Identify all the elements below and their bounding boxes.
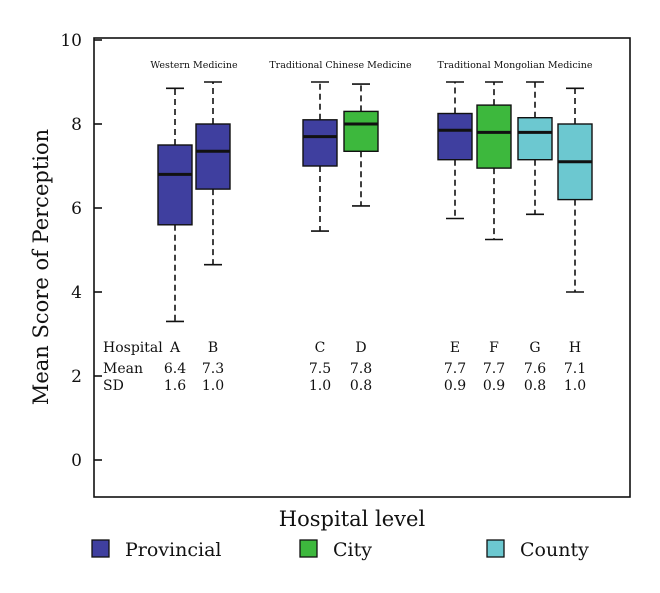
stats-hospital: A bbox=[169, 340, 181, 356]
legend-item-city: City bbox=[299, 539, 372, 561]
stats-hospital: C bbox=[315, 340, 326, 356]
legend-swatch bbox=[91, 539, 110, 558]
box-F bbox=[476, 81, 512, 241]
stats-mean: 7.5 bbox=[309, 361, 331, 377]
stats-sd: 0.9 bbox=[444, 378, 466, 394]
box-body bbox=[343, 110, 379, 153]
y-tick-label: 10 bbox=[60, 31, 82, 51]
group-label: Western Medicine bbox=[150, 60, 238, 71]
stats-mean: 7.7 bbox=[483, 361, 505, 377]
legend-label: County bbox=[520, 539, 589, 561]
box-body bbox=[517, 116, 553, 161]
legend-item-county: County bbox=[486, 539, 589, 561]
box-series bbox=[157, 81, 593, 323]
box-body bbox=[437, 112, 473, 161]
stats-mean: 7.7 bbox=[444, 361, 466, 377]
stats-hospital: F bbox=[489, 340, 499, 356]
box-E bbox=[437, 81, 473, 220]
legend-swatch bbox=[299, 539, 318, 558]
stats-sd: 1.0 bbox=[564, 378, 586, 394]
plot-frame bbox=[93, 37, 631, 498]
box-body bbox=[302, 119, 338, 167]
x-axis-title: Hospital level bbox=[279, 507, 426, 531]
legend-item-provincial: Provincial bbox=[91, 539, 221, 561]
stats-sd: 0.8 bbox=[350, 378, 372, 394]
stats-mean: 7.3 bbox=[202, 361, 224, 377]
box-D bbox=[343, 83, 379, 207]
group-labels: Western Medicine Traditional Chinese Medi… bbox=[150, 60, 592, 71]
legend-swatch bbox=[486, 539, 505, 558]
stats-hospital: E bbox=[450, 340, 460, 356]
legend-label: Provincial bbox=[125, 539, 221, 561]
stats-mean: 7.1 bbox=[564, 361, 586, 377]
box-body bbox=[476, 104, 512, 169]
legend-label: City bbox=[333, 539, 372, 561]
box-H bbox=[557, 87, 593, 293]
y-tick-label: 4 bbox=[71, 283, 82, 303]
stats-row-label: Hospital bbox=[103, 340, 163, 356]
y-tick-label: 2 bbox=[71, 367, 82, 387]
plot-area bbox=[93, 37, 631, 498]
stats-sd: 1.0 bbox=[202, 378, 224, 394]
stats-sd: 0.8 bbox=[524, 378, 546, 394]
box-G bbox=[517, 81, 553, 216]
stats-hospital: D bbox=[355, 340, 366, 356]
box-body bbox=[195, 123, 231, 190]
stats-mean: 6.4 bbox=[164, 361, 186, 377]
stats-hospital: H bbox=[569, 340, 581, 356]
box-C bbox=[302, 81, 338, 232]
stats-mean: 7.8 bbox=[350, 361, 372, 377]
group-label: Traditional Mongolian Medicine bbox=[438, 60, 593, 71]
y-axis-title: Mean Score of Perception bbox=[29, 129, 53, 405]
stats-sd: 0.9 bbox=[483, 378, 505, 394]
stats-sd: 1.6 bbox=[164, 378, 186, 394]
stats-table: HospitalMeanSDA6.41.6B7.31.0C7.51.0D7.80… bbox=[103, 340, 586, 394]
stats-row-label: SD bbox=[103, 378, 124, 394]
box-A bbox=[157, 87, 193, 323]
stats-row-label: Mean bbox=[103, 361, 143, 377]
stats-mean: 7.6 bbox=[524, 361, 546, 377]
stats-sd: 1.0 bbox=[309, 378, 331, 394]
y-tick-label: 0 bbox=[71, 451, 82, 471]
box-B bbox=[195, 81, 231, 266]
stats-hospital: B bbox=[208, 340, 218, 356]
stats-hospital: G bbox=[529, 340, 540, 356]
box-body bbox=[157, 144, 193, 226]
group-label: Traditional Chinese Medicine bbox=[269, 60, 412, 71]
y-axis: 0 2 4 6 8 10 bbox=[60, 31, 102, 471]
y-tick-label: 6 bbox=[71, 199, 82, 219]
legend: Provincial City County bbox=[91, 539, 589, 561]
y-tick-label: 8 bbox=[71, 115, 82, 135]
